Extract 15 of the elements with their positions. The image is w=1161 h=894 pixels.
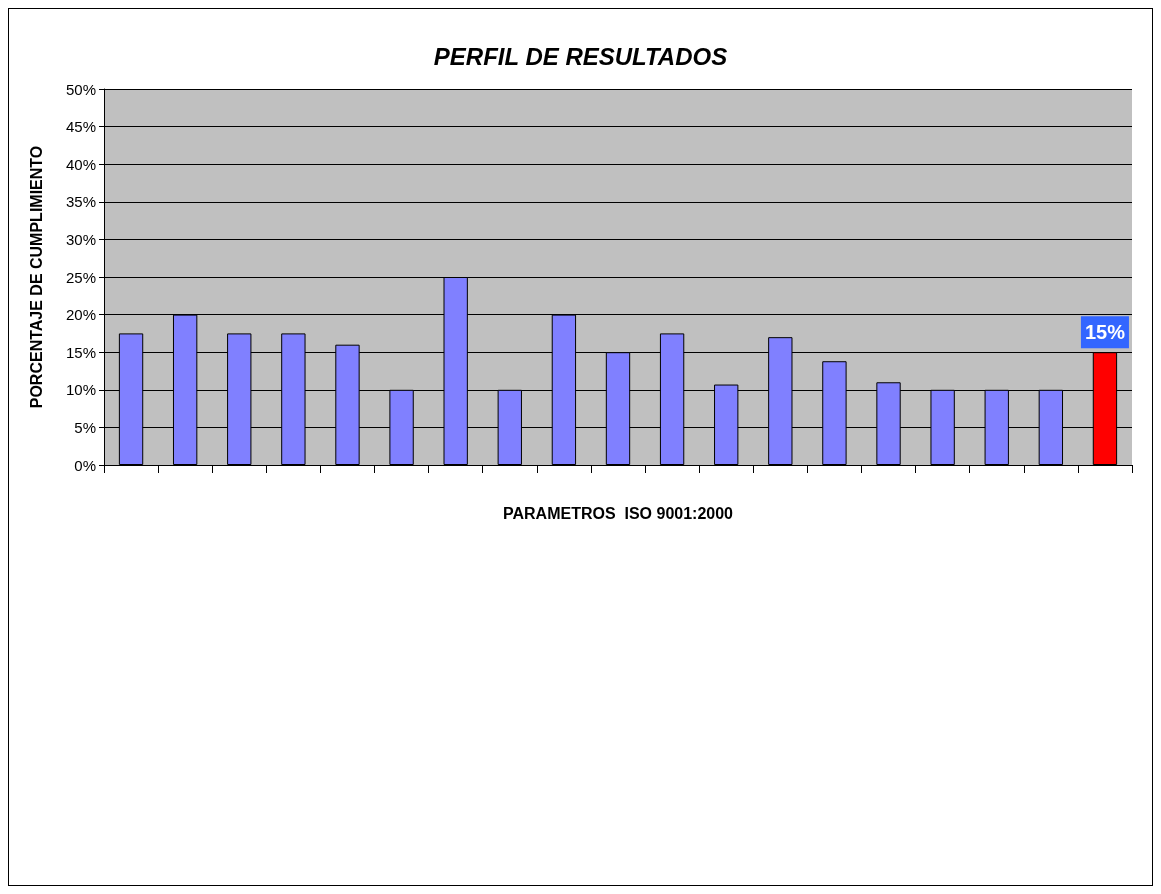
y-tick-label: 0% <box>74 456 96 474</box>
x-axis-title: PARAMETROS ISO 9001:2000 <box>502 504 734 522</box>
data-label: 15% <box>1084 321 1126 344</box>
y-tick-label: 15% <box>65 343 96 361</box>
y-tick-label: 10% <box>65 381 96 399</box>
y-tick-label: 50% <box>65 80 96 98</box>
y-tick-label: 25% <box>65 268 96 286</box>
y-tick-label: 5% <box>74 418 96 436</box>
chart-title: PERFIL DE RESULTADOS <box>433 42 728 70</box>
y-tick-label: 45% <box>65 118 96 136</box>
y-tick-label: 35% <box>65 193 96 211</box>
y-tick-label: 20% <box>65 306 96 324</box>
y-tick-label: 30% <box>65 230 96 248</box>
y-axis-title: PORCENTAJE DE CUMPLIMIENTO <box>27 145 45 409</box>
y-tick-label: 40% <box>65 155 96 173</box>
